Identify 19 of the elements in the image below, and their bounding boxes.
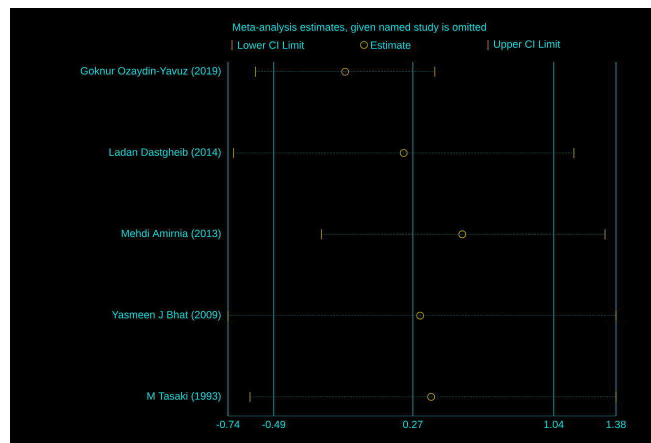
x-tick-label: 1.38 <box>606 420 626 428</box>
text: Lower CI Limit <box>238 41 304 49</box>
y-tick-label: Goknur Ozaydin-Yavuz (2019) <box>80 66 221 77</box>
point <box>400 149 408 157</box>
y-tick-label: Ladan Dastgheib (2014) <box>110 148 221 158</box>
point <box>341 68 350 76</box>
legend-title: Meta-analysis estimates, given named study is omitted <box>233 23 486 33</box>
point <box>416 312 424 320</box>
y-tick-label: M Tasaki (1993) <box>147 392 221 402</box>
x-tick-label: 1.04 <box>544 420 564 428</box>
x-tick-label: -0.49 <box>262 420 286 428</box>
y-tick-label: Yasmeen J Bhat (2009) <box>112 310 221 320</box>
legend-label: Estimate <box>371 41 411 49</box>
text: Upper CI Limit <box>494 40 560 50</box>
point <box>427 392 436 401</box>
x-tick-label: 0.27 <box>403 420 423 428</box>
point <box>458 230 466 238</box>
x-tick-label: -0.74 <box>216 420 240 428</box>
y-tick-label: Mehdi Amirnia (2013) <box>122 229 221 240</box>
